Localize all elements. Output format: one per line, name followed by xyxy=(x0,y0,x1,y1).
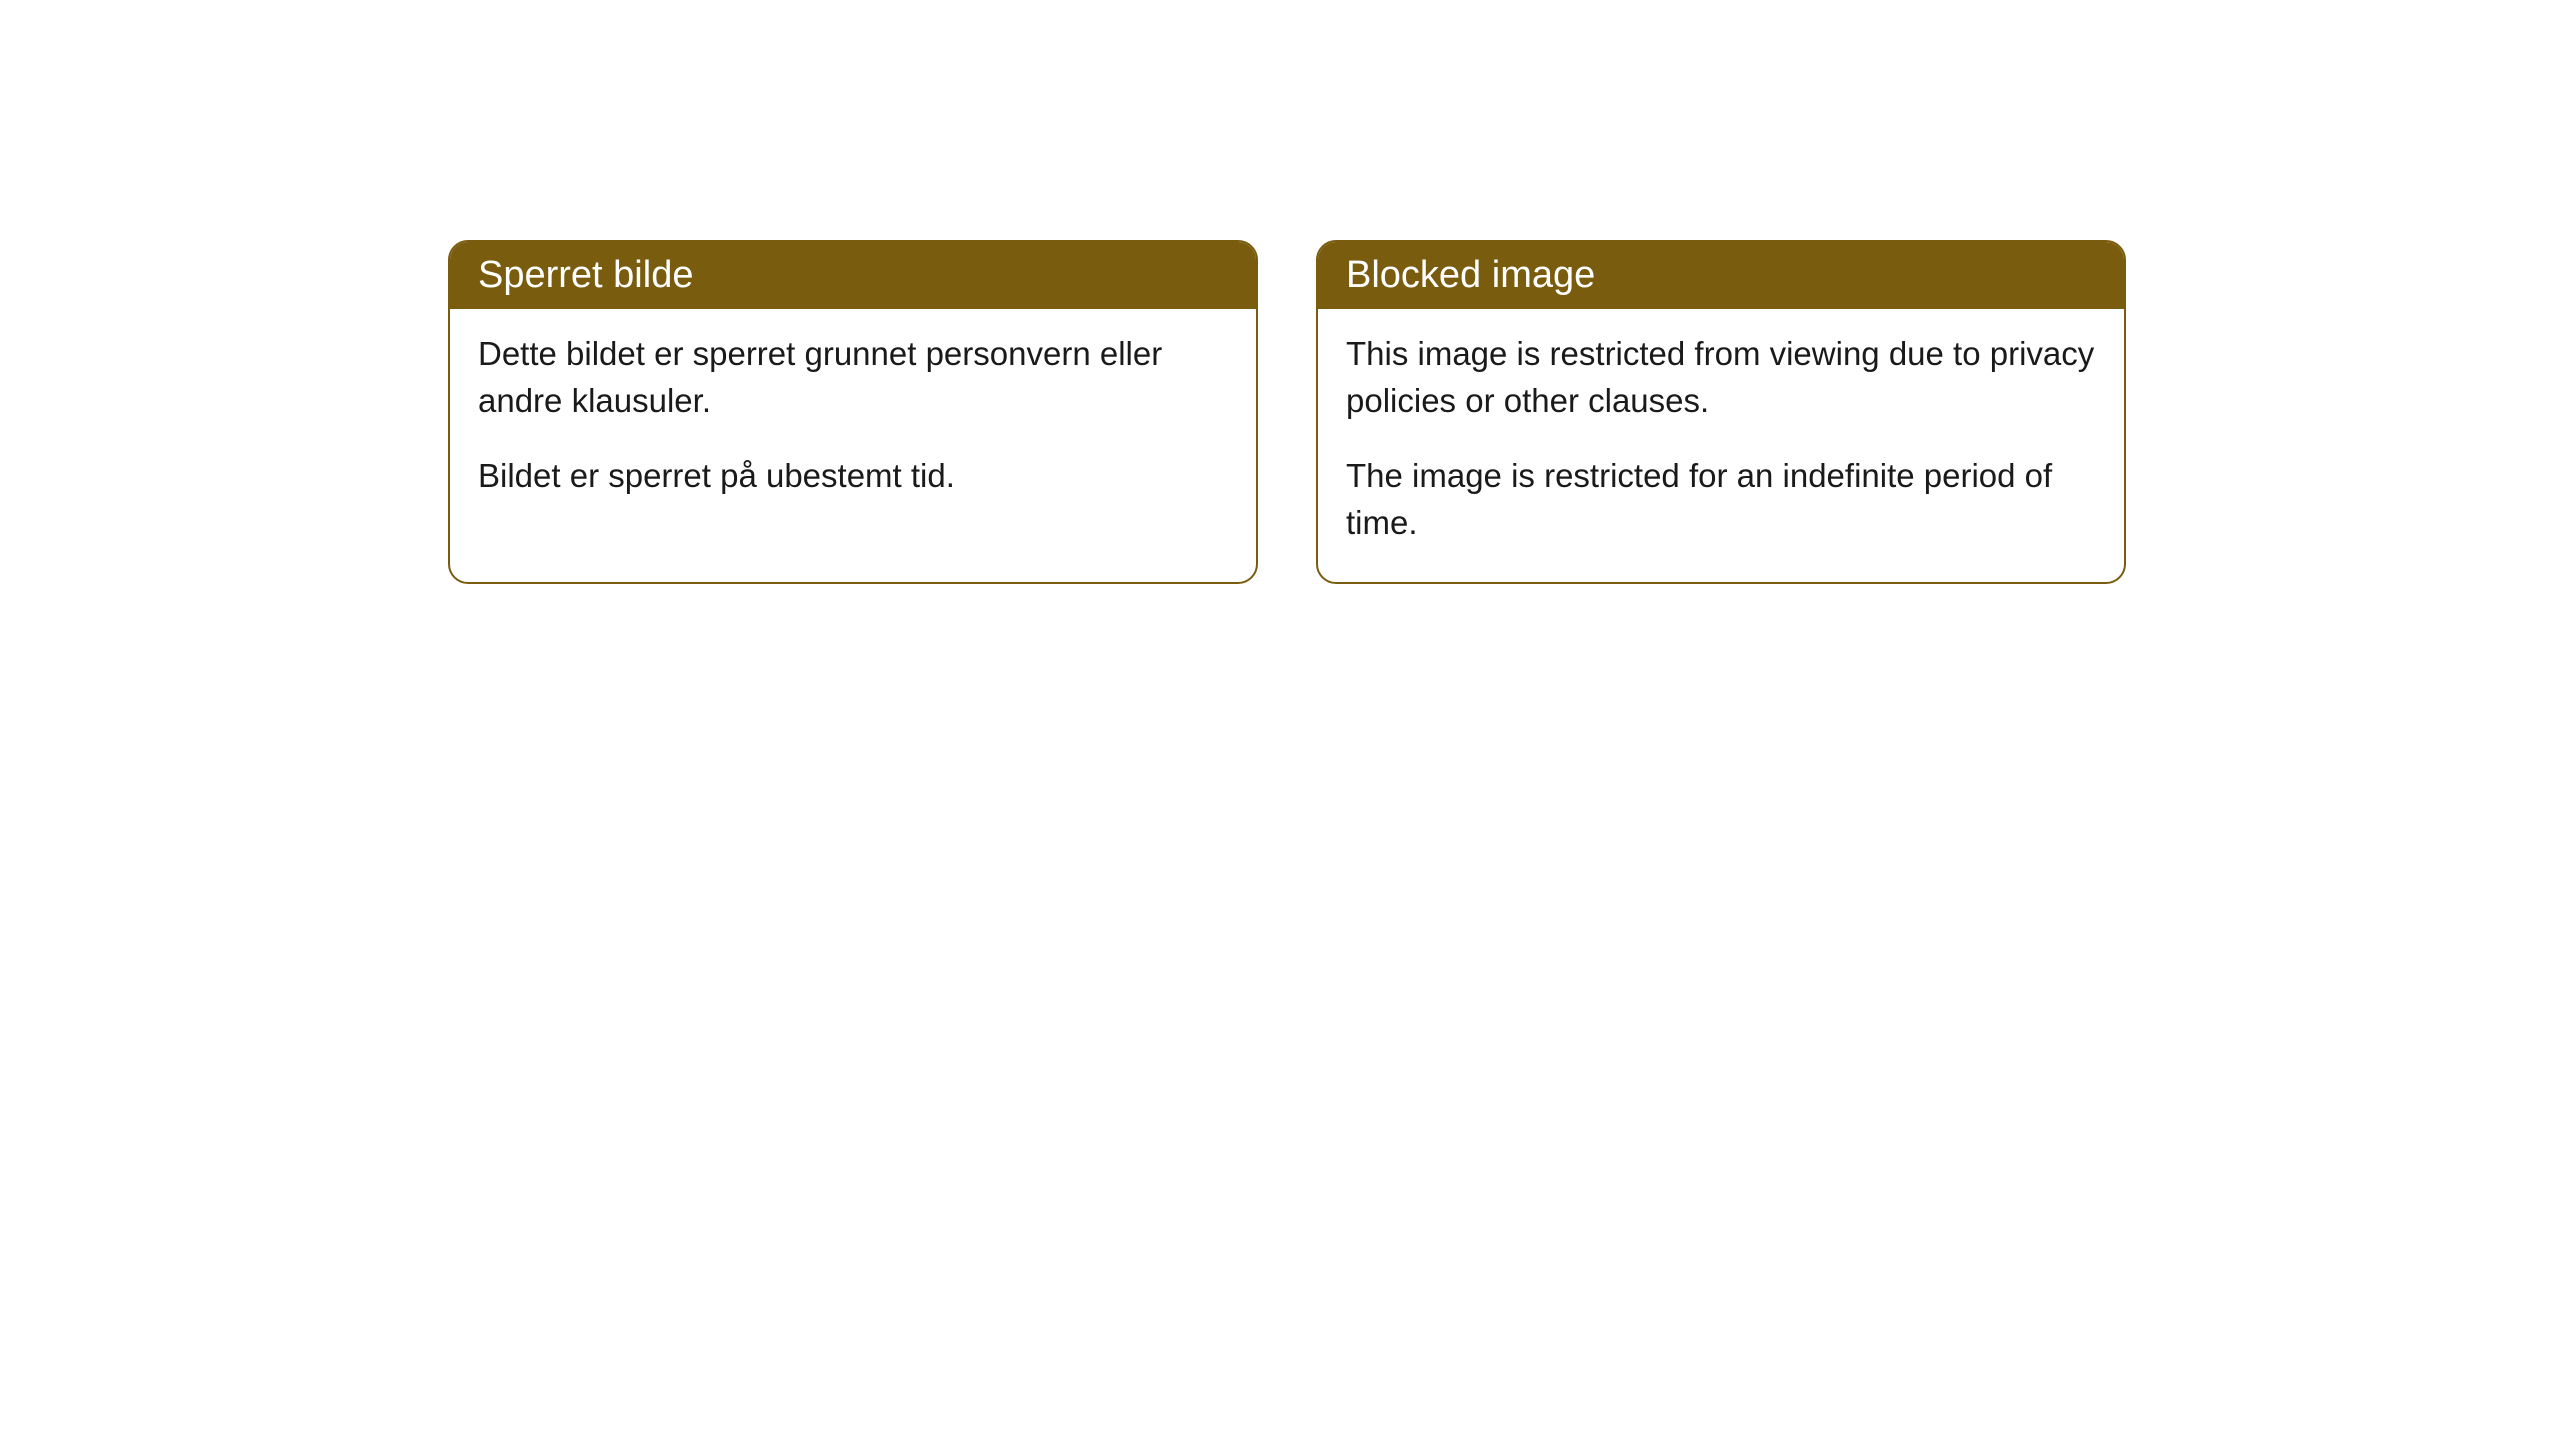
card-paragraph: Bildet er sperret på ubestemt tid. xyxy=(478,453,1228,500)
card-body-english: This image is restricted from viewing du… xyxy=(1318,309,2124,582)
cards-container: Sperret bilde Dette bildet er sperret gr… xyxy=(448,240,2560,584)
card-english: Blocked image This image is restricted f… xyxy=(1316,240,2126,584)
card-paragraph: The image is restricted for an indefinit… xyxy=(1346,453,2096,547)
card-norwegian: Sperret bilde Dette bildet er sperret gr… xyxy=(448,240,1258,584)
card-paragraph: Dette bildet er sperret grunnet personve… xyxy=(478,331,1228,425)
card-header-norwegian: Sperret bilde xyxy=(450,242,1256,309)
card-paragraph: This image is restricted from viewing du… xyxy=(1346,331,2096,425)
card-header-english: Blocked image xyxy=(1318,242,2124,309)
card-body-norwegian: Dette bildet er sperret grunnet personve… xyxy=(450,309,1256,536)
